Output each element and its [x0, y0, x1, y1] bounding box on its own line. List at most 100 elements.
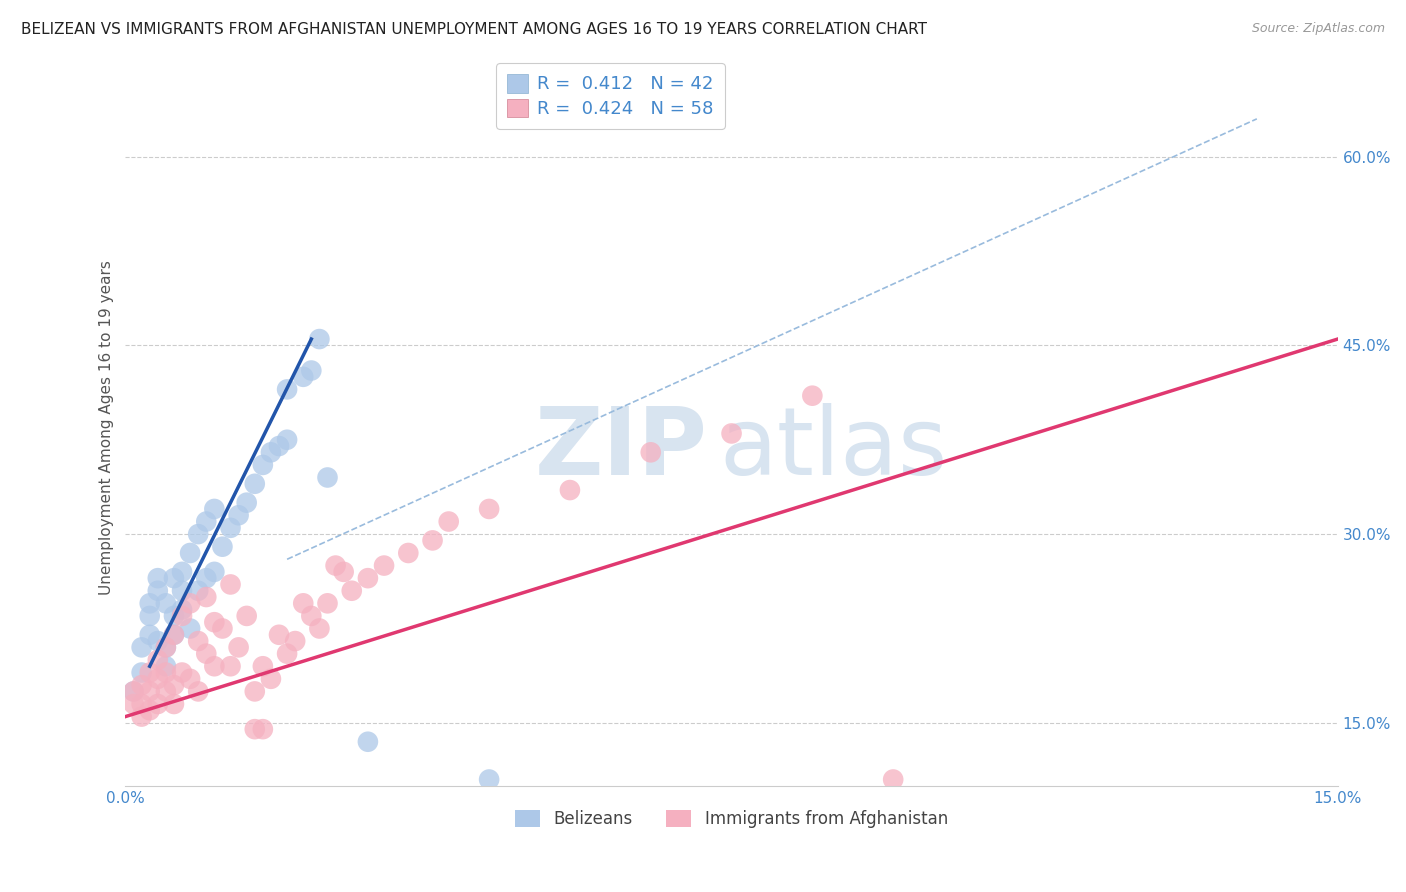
- Text: atlas: atlas: [720, 402, 948, 495]
- Point: [316, 596, 339, 610]
- Point: [155, 596, 177, 610]
- Point: [228, 508, 250, 523]
- Point: [640, 445, 662, 459]
- Point: [252, 722, 274, 736]
- Point: [325, 558, 347, 573]
- Point: [163, 678, 186, 692]
- Point: [163, 628, 186, 642]
- Point: [243, 684, 266, 698]
- Point: [146, 672, 169, 686]
- Point: [478, 502, 501, 516]
- Point: [122, 684, 145, 698]
- Point: [131, 709, 153, 723]
- Point: [235, 608, 257, 623]
- Point: [146, 571, 169, 585]
- Point: [163, 628, 186, 642]
- Point: [155, 665, 177, 680]
- Point: [316, 470, 339, 484]
- Point: [357, 735, 380, 749]
- Point: [260, 445, 283, 459]
- Point: [219, 659, 242, 673]
- Point: [179, 596, 201, 610]
- Point: [155, 640, 177, 655]
- Point: [219, 577, 242, 591]
- Point: [155, 684, 177, 698]
- Point: [299, 608, 322, 623]
- Point: [478, 772, 501, 787]
- Point: [122, 684, 145, 698]
- Point: [187, 527, 209, 541]
- Point: [155, 659, 177, 673]
- Text: Source: ZipAtlas.com: Source: ZipAtlas.com: [1251, 22, 1385, 36]
- Point: [284, 634, 307, 648]
- Point: [170, 665, 193, 680]
- Point: [195, 571, 218, 585]
- Point: [801, 389, 824, 403]
- Point: [202, 502, 225, 516]
- Point: [422, 533, 444, 548]
- Point: [373, 558, 395, 573]
- Point: [131, 640, 153, 655]
- Point: [138, 684, 160, 698]
- Point: [195, 515, 218, 529]
- Point: [219, 521, 242, 535]
- Point: [187, 634, 209, 648]
- Point: [276, 647, 298, 661]
- Point: [308, 622, 330, 636]
- Point: [163, 697, 186, 711]
- Point: [195, 647, 218, 661]
- Point: [202, 615, 225, 630]
- Point: [396, 546, 419, 560]
- Point: [292, 369, 315, 384]
- Point: [195, 590, 218, 604]
- Point: [170, 583, 193, 598]
- Point: [260, 672, 283, 686]
- Point: [299, 363, 322, 377]
- Point: [122, 697, 145, 711]
- Point: [146, 653, 169, 667]
- Point: [267, 439, 290, 453]
- Point: [437, 515, 460, 529]
- Point: [138, 596, 160, 610]
- Point: [138, 608, 160, 623]
- Point: [276, 383, 298, 397]
- Legend: Belizeans, Immigrants from Afghanistan: Belizeans, Immigrants from Afghanistan: [509, 804, 955, 835]
- Point: [267, 628, 290, 642]
- Point: [138, 628, 160, 642]
- Point: [211, 540, 233, 554]
- Point: [170, 565, 193, 579]
- Point: [163, 571, 186, 585]
- Point: [187, 583, 209, 598]
- Point: [146, 634, 169, 648]
- Point: [276, 433, 298, 447]
- Point: [202, 565, 225, 579]
- Text: ZIP: ZIP: [534, 402, 707, 495]
- Point: [252, 458, 274, 472]
- Point: [170, 602, 193, 616]
- Text: BELIZEAN VS IMMIGRANTS FROM AFGHANISTAN UNEMPLOYMENT AMONG AGES 16 TO 19 YEARS C: BELIZEAN VS IMMIGRANTS FROM AFGHANISTAN …: [21, 22, 927, 37]
- Point: [211, 622, 233, 636]
- Point: [138, 703, 160, 717]
- Point: [131, 697, 153, 711]
- Point: [252, 659, 274, 673]
- Point: [146, 583, 169, 598]
- Point: [720, 426, 742, 441]
- Point: [187, 684, 209, 698]
- Point: [179, 672, 201, 686]
- Point: [340, 583, 363, 598]
- Y-axis label: Unemployment Among Ages 16 to 19 years: Unemployment Among Ages 16 to 19 years: [100, 260, 114, 595]
- Point: [308, 332, 330, 346]
- Point: [332, 565, 354, 579]
- Point: [243, 476, 266, 491]
- Point: [131, 678, 153, 692]
- Point: [163, 608, 186, 623]
- Point: [146, 697, 169, 711]
- Point: [243, 722, 266, 736]
- Point: [131, 665, 153, 680]
- Point: [155, 640, 177, 655]
- Point: [228, 640, 250, 655]
- Point: [138, 665, 160, 680]
- Point: [292, 596, 315, 610]
- Point: [235, 496, 257, 510]
- Point: [179, 546, 201, 560]
